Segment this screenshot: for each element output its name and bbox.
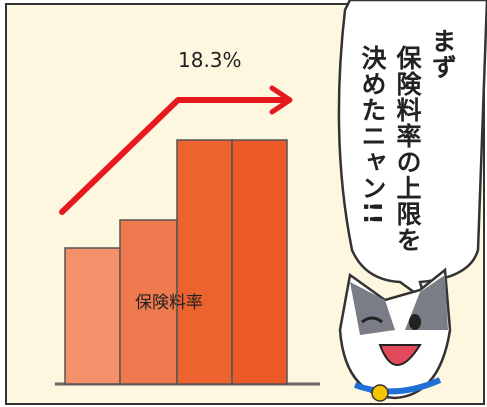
bar-label: 保険料率 xyxy=(135,288,203,313)
arrow-label: 18.3% xyxy=(178,48,242,72)
panel: 18.3% 保険料率 まず 保険料率の上限を 決めたニャン!! xyxy=(0,0,487,407)
speech-text: まず xyxy=(430,28,455,80)
bar xyxy=(65,248,120,384)
speech-text: 決めたニャン!! xyxy=(360,45,385,226)
speech-text: 保険料率の上限を xyxy=(395,45,420,253)
bar xyxy=(232,140,287,384)
bar xyxy=(177,140,232,384)
